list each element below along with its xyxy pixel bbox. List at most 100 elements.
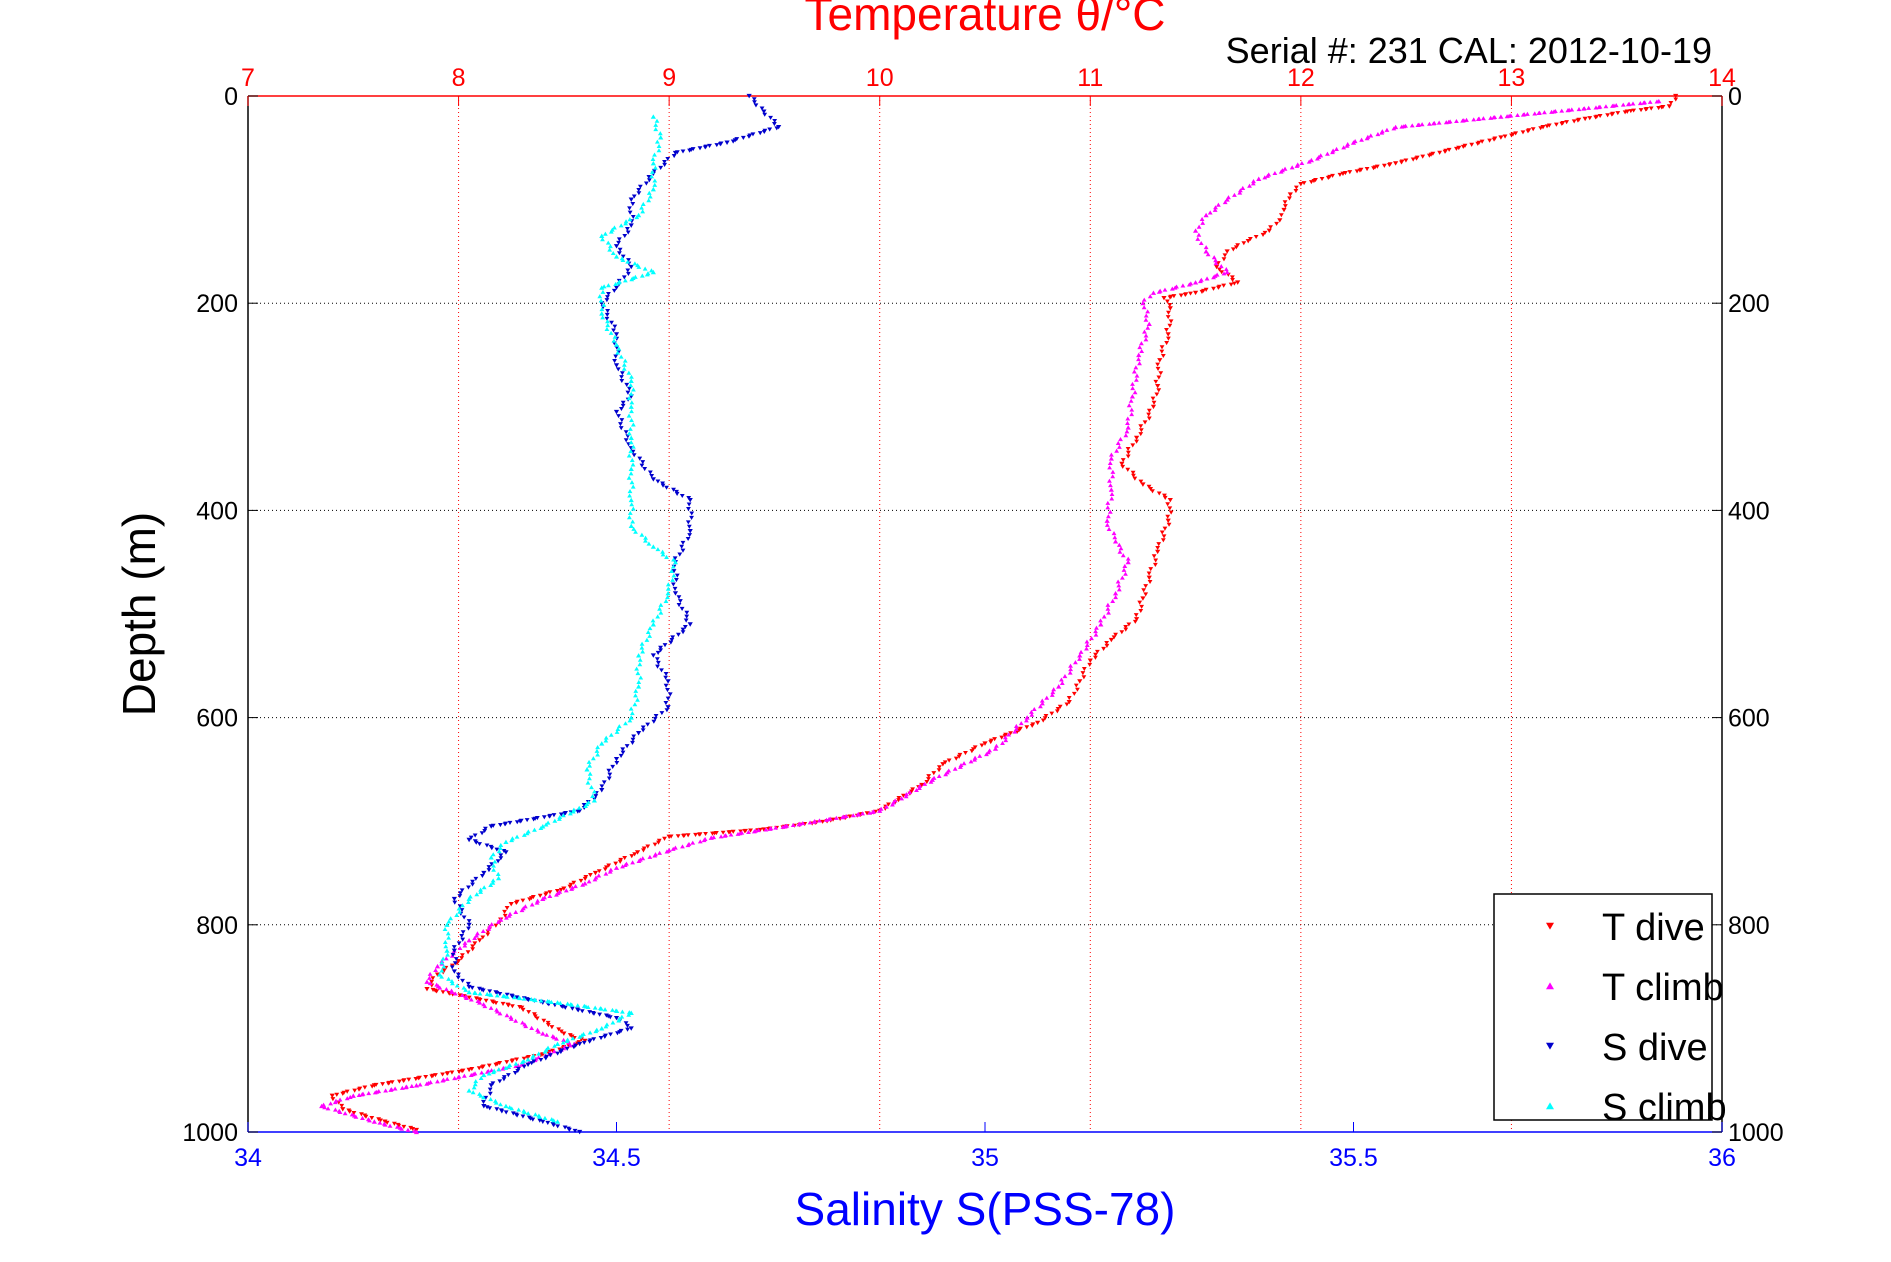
data-marker <box>1142 329 1147 334</box>
data-marker <box>508 1016 514 1021</box>
data-marker <box>605 323 611 328</box>
data-marker <box>665 595 670 600</box>
data-marker <box>1587 116 1593 121</box>
data-marker <box>513 909 519 915</box>
data-marker <box>1471 117 1477 122</box>
data-point <box>636 684 642 689</box>
data-marker <box>1159 345 1165 350</box>
data-marker <box>483 1095 489 1100</box>
data-marker <box>626 370 632 375</box>
data-marker <box>643 181 649 186</box>
data-point <box>650 161 656 166</box>
data-marker <box>460 903 465 908</box>
data-marker <box>1094 625 1099 630</box>
data-marker <box>391 1121 397 1126</box>
data-marker <box>462 943 468 948</box>
data-marker <box>545 820 551 825</box>
data-marker <box>1219 270 1225 275</box>
data-marker <box>480 873 485 879</box>
data-marker <box>342 1111 348 1116</box>
data-marker <box>654 118 660 123</box>
data-marker <box>1137 600 1143 605</box>
data-marker <box>1544 124 1550 129</box>
data-marker <box>513 1061 519 1066</box>
data-marker <box>427 981 433 986</box>
data-marker <box>1525 111 1530 116</box>
data-marker <box>606 291 611 297</box>
data-marker <box>480 928 486 934</box>
data-marker <box>627 493 632 498</box>
data-marker <box>616 1018 622 1023</box>
data-marker <box>605 319 610 324</box>
data-marker <box>636 858 642 863</box>
data-marker <box>537 1114 543 1119</box>
data-marker <box>1134 439 1140 444</box>
data-marker <box>662 836 667 841</box>
data-marker <box>1168 319 1174 324</box>
data-marker <box>1002 735 1008 740</box>
data-marker <box>484 1105 490 1110</box>
data-marker <box>1200 220 1206 225</box>
data-marker <box>528 1116 534 1121</box>
data-marker <box>1334 146 1339 151</box>
data-marker <box>581 1040 587 1045</box>
data-marker <box>524 831 530 836</box>
temperature-tick-label: 14 <box>1708 64 1736 92</box>
data-marker <box>351 1111 357 1116</box>
data-marker <box>561 813 566 818</box>
data-marker <box>604 326 610 332</box>
data-marker <box>917 783 923 788</box>
data-marker <box>753 103 759 108</box>
data-marker <box>501 1075 507 1080</box>
data-marker <box>664 849 670 854</box>
data-marker <box>630 462 636 467</box>
data-marker <box>509 1059 515 1064</box>
data-marker <box>498 856 504 861</box>
data-marker <box>352 1088 358 1093</box>
data-marker <box>638 675 644 680</box>
data-marker <box>565 1001 571 1006</box>
data-marker <box>562 1005 568 1010</box>
y-tick-label-right: 200 <box>1728 290 1770 318</box>
data-marker <box>655 614 661 619</box>
data-marker <box>1042 716 1048 721</box>
data-marker <box>495 871 501 876</box>
data-marker <box>1123 571 1128 576</box>
data-marker <box>1237 190 1243 195</box>
data-marker <box>1622 110 1628 115</box>
data-marker <box>610 1020 616 1025</box>
salinity-tick-label: 34.5 <box>592 1144 641 1172</box>
data-marker <box>480 988 486 993</box>
data-marker <box>455 975 461 980</box>
data-point <box>1298 181 1304 187</box>
data-marker <box>632 852 638 857</box>
data-marker <box>1221 271 1227 276</box>
data-marker <box>1141 588 1147 593</box>
data-marker <box>494 847 500 852</box>
data-point <box>488 1083 494 1088</box>
data-marker <box>498 1102 503 1107</box>
data-marker <box>470 1090 476 1095</box>
data-point <box>437 972 443 977</box>
data-marker <box>598 1006 604 1011</box>
data-marker <box>645 722 651 727</box>
data-point <box>628 1010 634 1015</box>
data-marker <box>526 1010 532 1015</box>
data-marker <box>406 1077 412 1082</box>
data-marker <box>685 833 691 838</box>
data-marker <box>1146 412 1152 417</box>
data-marker <box>847 814 853 819</box>
data-marker <box>1098 618 1103 623</box>
data-marker <box>631 734 637 739</box>
data-marker <box>474 933 479 938</box>
data-marker <box>1136 356 1141 362</box>
data-marker <box>441 968 447 973</box>
data-marker <box>544 1032 550 1037</box>
data-marker <box>490 878 496 883</box>
salinity-tick-label: 36 <box>1708 1144 1736 1172</box>
data-marker <box>1044 695 1050 700</box>
data-point <box>613 332 620 337</box>
data-marker <box>388 1087 394 1092</box>
data-marker <box>1167 303 1173 308</box>
data-marker <box>554 1036 559 1041</box>
